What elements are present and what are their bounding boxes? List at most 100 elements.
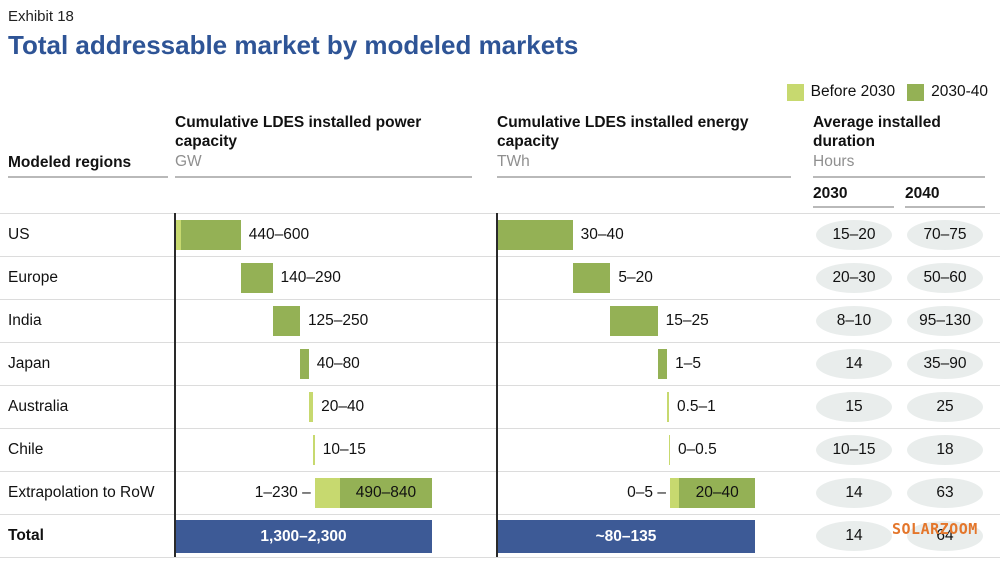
legend-item-before-2030: Before 2030 bbox=[786, 83, 896, 101]
power-unit-label: GW bbox=[175, 153, 202, 170]
duration-2040-badge: 35–90 bbox=[907, 349, 983, 379]
legend: Before 2030 2030-40 bbox=[786, 83, 988, 101]
table-row: Total 1,300–2,300 ~80–135 14 64 bbox=[0, 514, 1000, 557]
bar-2030-40 bbox=[339, 478, 432, 508]
energy-capacity-bar-cell: 1–5 bbox=[497, 343, 755, 385]
bar-2030-40 bbox=[299, 349, 309, 379]
power-capacity-bar-cell: 20–40 bbox=[175, 386, 432, 428]
region-label: Extrapolation to RoW bbox=[8, 484, 155, 501]
duration-2030-badge: 8–10 bbox=[816, 306, 892, 336]
bar-2030-40 bbox=[240, 263, 273, 293]
bar-value-label: 40–80 bbox=[316, 355, 360, 372]
bar-value-label: 15–25 bbox=[665, 312, 709, 329]
bar-value-label: 1–5 bbox=[675, 355, 701, 372]
power-capacity-bar-cell: 440–600 bbox=[175, 214, 432, 256]
energy-chart-axis bbox=[496, 213, 498, 557]
column-header-regions: Modeled regions bbox=[8, 154, 132, 171]
bar-value-label: 30–40 bbox=[580, 226, 624, 243]
bar-value-label: 20–40 bbox=[321, 398, 365, 415]
table-row: US 440–600 30–40 15–20 70–75 bbox=[0, 213, 1000, 256]
exhibit-label: Exhibit 18 bbox=[8, 8, 74, 25]
bar-2030-40 bbox=[497, 220, 573, 250]
region-label: Chile bbox=[8, 441, 44, 458]
table-row: Japan 40–80 1–5 14 35–90 bbox=[0, 342, 1000, 385]
bar-value-label: 140–290 bbox=[280, 269, 341, 286]
power-capacity-bar-cell: 1,300–2,300 bbox=[175, 515, 432, 557]
header-rule bbox=[8, 176, 168, 178]
table-row: Extrapolation to RoW 1–230 – 490–840 0–5 … bbox=[0, 471, 1000, 514]
bar-value-label: 0–0.5 bbox=[677, 441, 717, 458]
column-header-power: Cumulative LDES installed power capacity bbox=[175, 114, 422, 150]
duration-2030-badge: 15–20 bbox=[816, 220, 892, 250]
bar-2030-40 bbox=[181, 220, 241, 250]
energy-capacity-bar-cell: 30–40 bbox=[497, 214, 755, 256]
bar-before-2030 bbox=[669, 478, 680, 508]
region-label: India bbox=[8, 312, 42, 329]
bar-before-2030 bbox=[667, 392, 669, 422]
table-row: Europe 140–290 5–20 20–30 50–60 bbox=[0, 256, 1000, 299]
column-header-duration: Average installed duration bbox=[813, 114, 941, 150]
bar-2030-40 bbox=[679, 478, 755, 508]
energy-capacity-bar-cell: 0–5 – 20–40 bbox=[497, 472, 755, 514]
duration-2030-badge: 14 bbox=[816, 521, 892, 551]
bar-value-label: 20–40 bbox=[695, 484, 739, 501]
sub-header-rule bbox=[813, 206, 894, 208]
duration-2030-badge: 14 bbox=[816, 349, 892, 379]
energy-capacity-bar-cell: 15–25 bbox=[497, 300, 755, 342]
power-capacity-bar-cell: 140–290 bbox=[175, 257, 432, 299]
duration-2040-badge: 18 bbox=[907, 435, 983, 465]
duration-2040-badge: 50–60 bbox=[907, 263, 983, 293]
table-rows: US 440–600 30–40 15–20 70–75 Europe 140–… bbox=[0, 213, 1000, 558]
bar-pre-label: 0–5 – bbox=[627, 484, 666, 501]
bar-before-2030 bbox=[313, 435, 315, 465]
duration-2040-badge: 63 bbox=[907, 478, 983, 508]
power-chart-axis bbox=[174, 213, 176, 557]
energy-unit-label: TWh bbox=[497, 153, 530, 170]
region-label: Europe bbox=[8, 269, 58, 286]
duration-unit-label: Hours bbox=[813, 153, 855, 170]
duration-2040-badge: 64 bbox=[907, 521, 983, 551]
energy-capacity-bar-cell: 0.5–1 bbox=[497, 386, 755, 428]
duration-2030-badge: 14 bbox=[816, 478, 892, 508]
region-label: US bbox=[8, 226, 30, 243]
bar-before-2030 bbox=[314, 478, 340, 508]
bar-value-label: 125–250 bbox=[307, 312, 369, 329]
bar-2030-40 bbox=[657, 349, 668, 379]
watermark: SOLARZOOM bbox=[892, 520, 978, 538]
legend-label: Before 2030 bbox=[810, 83, 896, 100]
bar-2030-40 bbox=[272, 306, 300, 336]
legend-swatch-before-2030 bbox=[786, 83, 804, 101]
legend-swatch-2030-40 bbox=[907, 83, 925, 101]
bar-before-2030 bbox=[308, 392, 314, 422]
duration-2030-badge: 15 bbox=[816, 392, 892, 422]
region-label: Total bbox=[8, 527, 44, 544]
table-row: Australia 20–40 0.5–1 15 25 bbox=[0, 385, 1000, 428]
header-rule bbox=[497, 176, 791, 178]
legend-label: 2030-40 bbox=[931, 83, 988, 100]
region-label: Australia bbox=[8, 398, 69, 415]
energy-capacity-bar-cell: ~80–135 bbox=[497, 515, 755, 557]
duration-2040-badge: 95–130 bbox=[907, 306, 983, 336]
power-capacity-bar-cell: 125–250 bbox=[175, 300, 432, 342]
power-capacity-bar-cell: 40–80 bbox=[175, 343, 432, 385]
sub-header-rule bbox=[905, 206, 985, 208]
power-capacity-bar-cell: 1–230 – 490–840 bbox=[175, 472, 432, 514]
duration-2030-badge: 20–30 bbox=[816, 263, 892, 293]
region-label: Japan bbox=[8, 355, 51, 372]
duration-2030-badge: 10–15 bbox=[816, 435, 892, 465]
column-header-energy: Cumulative LDES installed energy capacit… bbox=[497, 114, 749, 150]
bar-value-label: 440–600 bbox=[248, 226, 310, 243]
total-bar: ~80–135 bbox=[497, 520, 755, 553]
legend-item-2030-40: 2030-40 bbox=[907, 83, 988, 101]
sub-header-2040: 2040 bbox=[905, 185, 940, 202]
table-row: India 125–250 15–25 8–10 95–130 bbox=[0, 299, 1000, 342]
bar-2030-40 bbox=[610, 306, 658, 336]
bar-value-label: 0.5–1 bbox=[676, 398, 716, 415]
bar-before-2030 bbox=[669, 435, 670, 465]
sub-header-2030: 2030 bbox=[813, 185, 848, 202]
page-title: Total addressable market by modeled mark… bbox=[8, 30, 579, 60]
bar-value-label: 490–840 bbox=[355, 484, 417, 501]
header-rule bbox=[813, 176, 985, 178]
bar-before-2030 bbox=[175, 220, 182, 250]
duration-2040-badge: 25 bbox=[907, 392, 983, 422]
